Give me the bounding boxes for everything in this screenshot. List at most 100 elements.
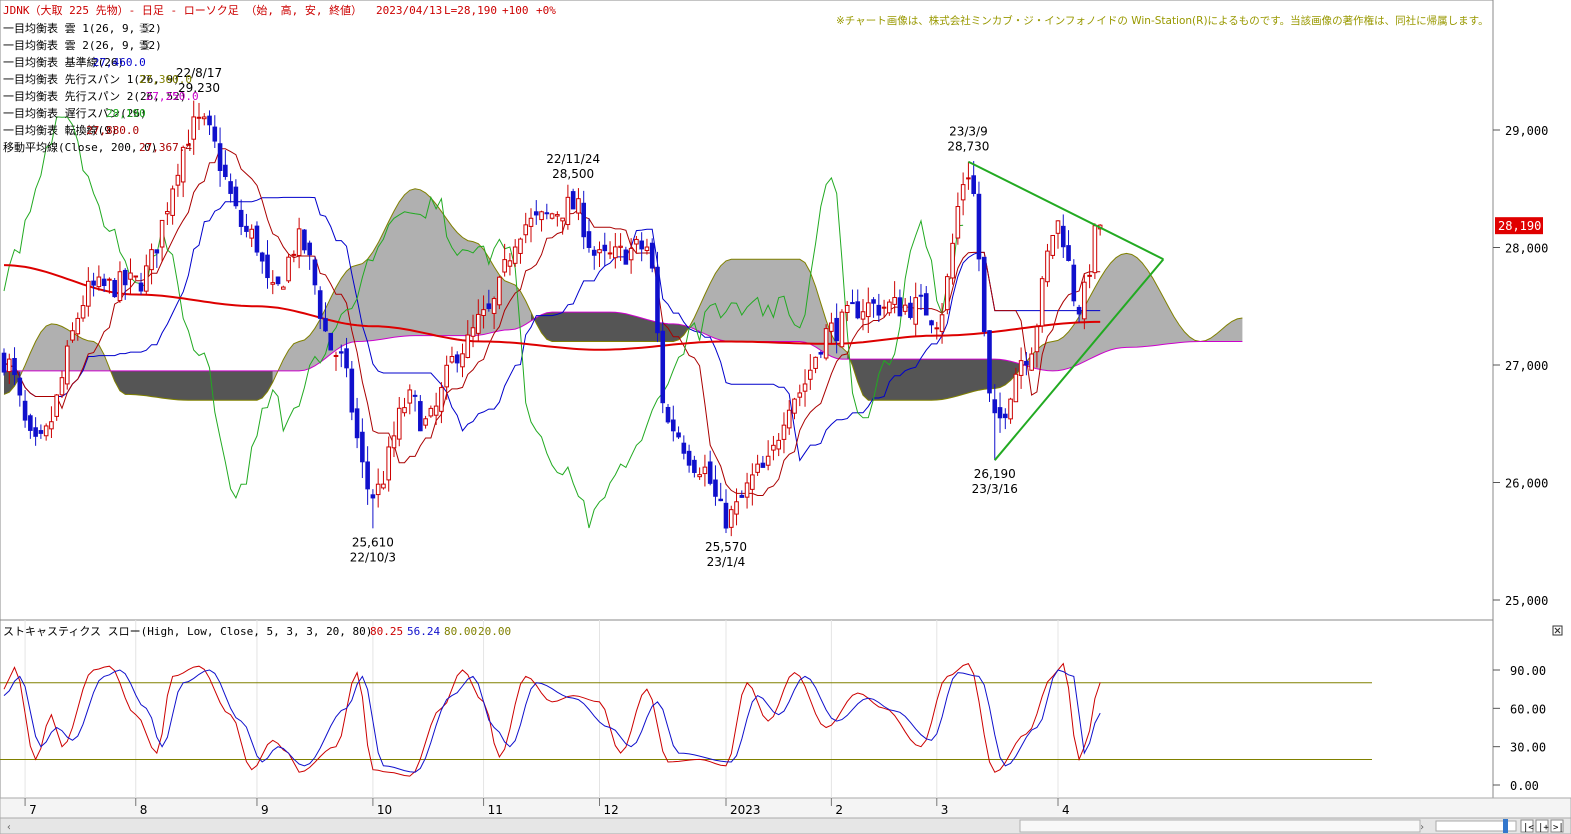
candle [734,488,739,526]
scroll-thumb[interactable] [1019,819,1421,833]
candle [370,489,376,529]
candle [533,200,539,225]
candle [70,322,75,343]
cloud-bullish-area [272,188,531,383]
candle [107,277,112,294]
candle [386,436,392,492]
candle [950,233,955,285]
candle [665,404,671,424]
candle [238,199,244,236]
candle [165,202,170,225]
cloud-bearish-area [4,370,20,395]
candle [823,324,829,361]
triangle-trendline[interactable] [967,160,1164,261]
candle [781,412,787,454]
candle [565,184,571,230]
candle [75,312,81,341]
candle [686,444,692,473]
candle [797,384,803,407]
candle [549,212,555,220]
candle [502,243,507,277]
legend-item-label: 一目均衡表 基準線(26) [3,55,124,69]
candle [302,229,307,254]
candle [1092,223,1098,279]
candle [792,397,797,420]
candle [692,455,697,478]
stoch-y-tick-label: 90.00 [1510,664,1546,678]
candle [375,468,381,508]
candle [829,312,834,344]
scroll-left-arrow[interactable]: ‹ [6,822,12,833]
candle [344,337,349,378]
candle [1008,397,1013,424]
candle [844,300,850,322]
cloud-bearish-area [109,367,273,401]
stoch-y-tick-label: 30.00 [1510,741,1546,755]
candle [17,372,23,407]
month-label: 10 [377,803,392,817]
candle [228,173,233,203]
candle [1050,234,1056,260]
candle [101,273,107,292]
candle [1029,347,1034,371]
month-label: 8 [140,803,148,817]
zoom-slider[interactable] [1435,820,1517,832]
candle [470,314,476,348]
candle [449,346,455,364]
scroll-right-arrow[interactable]: › [1419,822,1425,833]
candle [544,203,550,220]
candle [929,319,934,334]
candle [460,343,465,378]
candle [96,265,102,291]
candle [317,286,323,330]
stoch-upper-band: 80.00 [444,625,477,638]
candle [159,219,165,262]
candle [718,482,724,502]
candle [265,240,270,289]
candle [755,454,760,476]
candle [987,330,992,402]
candle [971,161,976,197]
triangle-trendline[interactable] [993,258,1165,461]
candle [713,465,718,506]
candle [739,490,745,498]
zoom-buttons[interactable]: |< |+| >| [1520,819,1564,833]
candle [117,261,123,303]
legend-item-value: 28,190 [106,107,146,120]
candle [22,390,28,428]
legend-item-label: 一目均衡表 雲 1(26, 9, 52) [3,21,162,35]
candle [555,211,560,227]
candle [786,400,792,435]
candle [217,127,223,187]
legend-item-value: 27,250.0 [146,90,199,103]
candle [660,321,666,414]
candle [855,289,861,320]
stoch-title: ストキャスティクス スロー(High, Low, Close, 5, 3, 3,… [3,625,372,638]
month-label: 3 [941,803,949,817]
candle [291,250,297,263]
candle [602,232,608,267]
candle [233,179,239,209]
y-tick-label: 29,000 [1505,124,1548,138]
zoom-slider-thumb[interactable] [1503,819,1508,833]
candle [934,321,940,340]
candle [644,238,650,255]
candle [744,472,750,509]
candle [834,303,839,354]
stoch-d-line [3,669,1101,773]
candle [154,249,160,268]
candle [423,415,428,429]
candle [196,102,202,131]
candle [639,232,644,262]
annotation-line2: 23/1/4 [707,555,746,569]
candle [454,351,460,373]
candle [813,356,818,374]
candle [918,284,924,311]
candle [676,426,681,439]
annotation-line1: 25,610 [352,535,394,549]
candle [960,172,966,216]
